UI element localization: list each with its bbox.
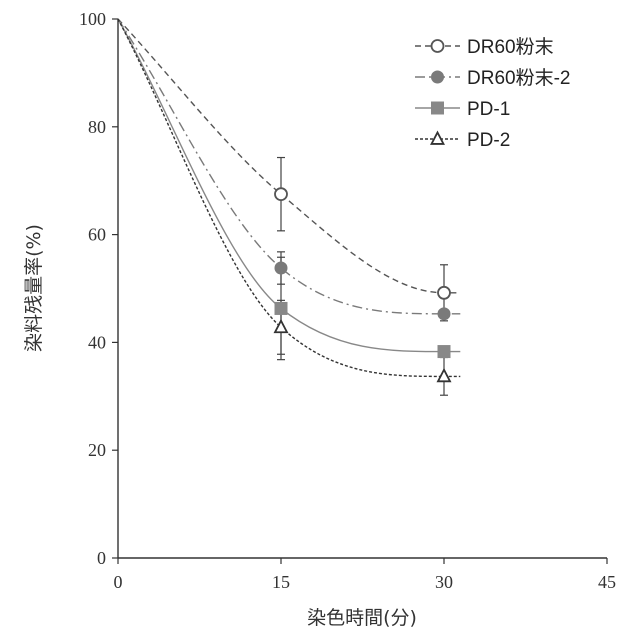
x-tick-label: 15 (272, 572, 290, 592)
x-tick-label: 45 (598, 572, 616, 592)
y-tick-label: 0 (97, 548, 106, 568)
data-point-3 (438, 346, 450, 358)
legend-label: PD-1 (467, 99, 510, 120)
y-tick-label: 20 (88, 440, 106, 460)
x-tick-label: 30 (435, 572, 453, 592)
series-curve-2 (118, 19, 460, 314)
data-point-4 (438, 370, 450, 382)
legend-marker (432, 40, 444, 52)
data-point-3 (275, 302, 287, 314)
legend: DR60粉末 DR60粉末-2 PD-1 PD-2 (415, 36, 570, 151)
axes: 0 20 40 60 80 100 0 15 30 45 (79, 9, 616, 592)
x-axis-title: 染色時間(分) (307, 607, 417, 629)
y-tick-label: 80 (88, 117, 106, 137)
series-curve-1 (118, 19, 460, 293)
data-point-2 (275, 262, 287, 274)
legend-marker (432, 71, 444, 83)
legend-marker (432, 102, 444, 114)
legend-label: DR60粉末 (467, 36, 554, 58)
data-point-1 (438, 287, 450, 299)
error-bars (277, 158, 448, 396)
legend-marker (432, 132, 444, 144)
series-curves (118, 19, 460, 376)
y-tick-label: 60 (88, 225, 106, 245)
data-markers (275, 188, 450, 381)
data-point-2 (438, 308, 450, 320)
series-curve-3 (118, 19, 460, 352)
data-point-1 (275, 188, 287, 200)
legend-label: PD-2 (467, 130, 510, 151)
x-tick-label: 0 (114, 572, 123, 592)
y-axis-title: 染料残量率(%) (23, 224, 45, 352)
data-point-4 (275, 321, 287, 333)
y-tick-label: 40 (88, 332, 106, 352)
series-curve-4 (118, 19, 460, 376)
y-tick-label: 100 (79, 9, 106, 29)
legend-label: DR60粉末-2 (467, 67, 570, 89)
